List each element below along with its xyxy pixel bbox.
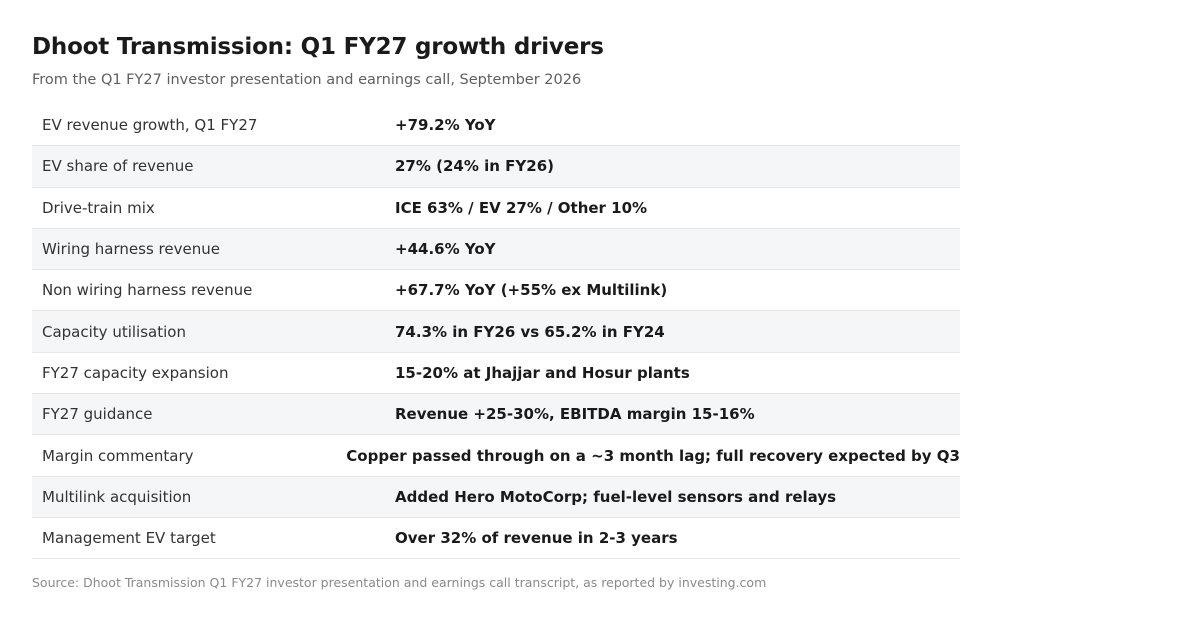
table-row: Multilink acquisition Added Hero MotoCor… [32,476,960,518]
table-row: Management EV target Over 32% of revenue… [32,518,960,560]
table-row: FY27 guidance Revenue +25-30%, EBITDA ma… [32,394,960,436]
source-note: Source: Dhoot Transmission Q1 FY27 inves… [32,575,767,591]
row-value: +67.7% YoY (+55% ex Multilink) [395,281,668,300]
table-row: Capacity utilisation 74.3% in FY26 vs 65… [32,311,960,353]
row-label: Capacity utilisation [42,322,186,341]
page-subtitle: From the Q1 FY27 investor presentation a… [32,72,582,88]
growth-drivers-table: EV revenue growth, Q1 FY27 +79.2% YoY EV… [32,105,960,560]
row-label: Management EV target [42,529,216,548]
table-row: Margin commentary Copper passed through … [32,435,960,477]
row-label: FY27 capacity expansion [42,363,229,382]
table-row: Non wiring harness revenue +67.7% YoY (+… [32,270,960,312]
row-label: EV revenue growth, Q1 FY27 [42,116,258,135]
report-page: Dhoot Transmission: Q1 FY27 growth drive… [32,30,960,592]
row-label: Non wiring harness revenue [42,281,253,300]
row-label: Wiring harness revenue [42,240,220,259]
row-value: Revenue +25-30%, EBITDA margin 15-16% [395,405,755,424]
row-value: 74.3% in FY26 vs 65.2% in FY24 [395,322,665,341]
row-label: Margin commentary [42,446,194,465]
table-row: Drive-train mix ICE 63% / EV 27% / Other… [32,188,960,229]
table-row: Wiring harness revenue +44.6% YoY [32,228,960,271]
row-value: ICE 63% / EV 27% / Other 10% [395,198,648,217]
row-label: Drive-train mix [42,198,155,217]
table-row: EV revenue growth, Q1 FY27 +79.2% YoY [32,105,960,147]
row-value: Over 32% of revenue in 2-3 years [395,529,678,548]
page-title: Dhoot Transmission: Q1 FY27 growth drive… [32,34,604,60]
row-value: +79.2% YoY [395,116,496,135]
row-value: +44.6% YoY [395,240,496,259]
table-row: FY27 capacity expansion 15-20% at Jhajja… [32,353,960,395]
row-value: Added Hero MotoCorp; fuel-level sensors … [395,487,837,506]
row-value: Copper passed through on a ~3 month lag;… [346,446,960,465]
table-row: EV share of revenue 27% (24% in FY26) [32,146,960,188]
row-label: Multilink acquisition [42,487,192,506]
row-label: EV share of revenue [42,157,194,176]
row-value: 15-20% at Jhajjar and Hosur plants [395,363,690,382]
row-value: 27% (24% in FY26) [395,157,554,176]
row-label: FY27 guidance [42,405,153,424]
